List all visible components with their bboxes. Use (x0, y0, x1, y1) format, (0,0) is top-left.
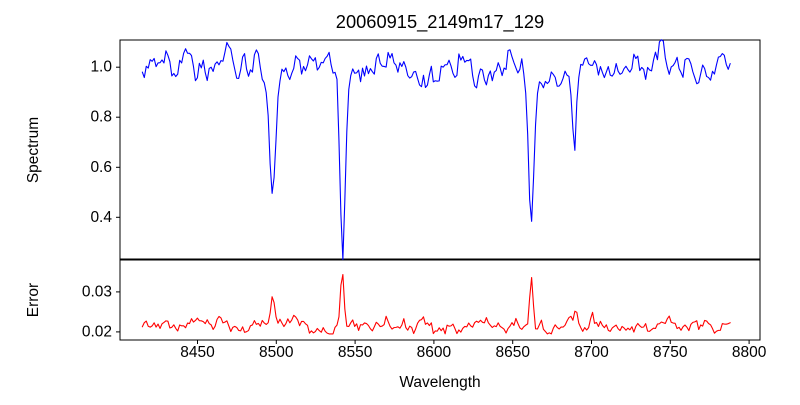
svg-text:0.03: 0.03 (82, 283, 112, 300)
svg-text:Error: Error (25, 283, 42, 317)
svg-text:8500: 8500 (259, 344, 294, 361)
svg-text:0.6: 0.6 (90, 159, 112, 176)
svg-text:0.8: 0.8 (90, 109, 112, 126)
svg-text:8450: 8450 (180, 344, 215, 361)
svg-text:0.02: 0.02 (82, 323, 112, 340)
svg-text:Spectrum: Spectrum (25, 117, 42, 183)
svg-text:8750: 8750 (653, 344, 688, 361)
svg-text:0.4: 0.4 (90, 209, 112, 226)
svg-text:8700: 8700 (574, 344, 609, 361)
svg-text:1.0: 1.0 (90, 59, 112, 76)
svg-text:Wavelength: Wavelength (399, 374, 480, 391)
svg-text:20060915_2149m17_129: 20060915_2149m17_129 (336, 11, 544, 33)
svg-text:8800: 8800 (732, 344, 767, 361)
svg-text:8550: 8550 (338, 344, 373, 361)
svg-text:8650: 8650 (495, 344, 530, 361)
svg-text:8600: 8600 (417, 344, 452, 361)
